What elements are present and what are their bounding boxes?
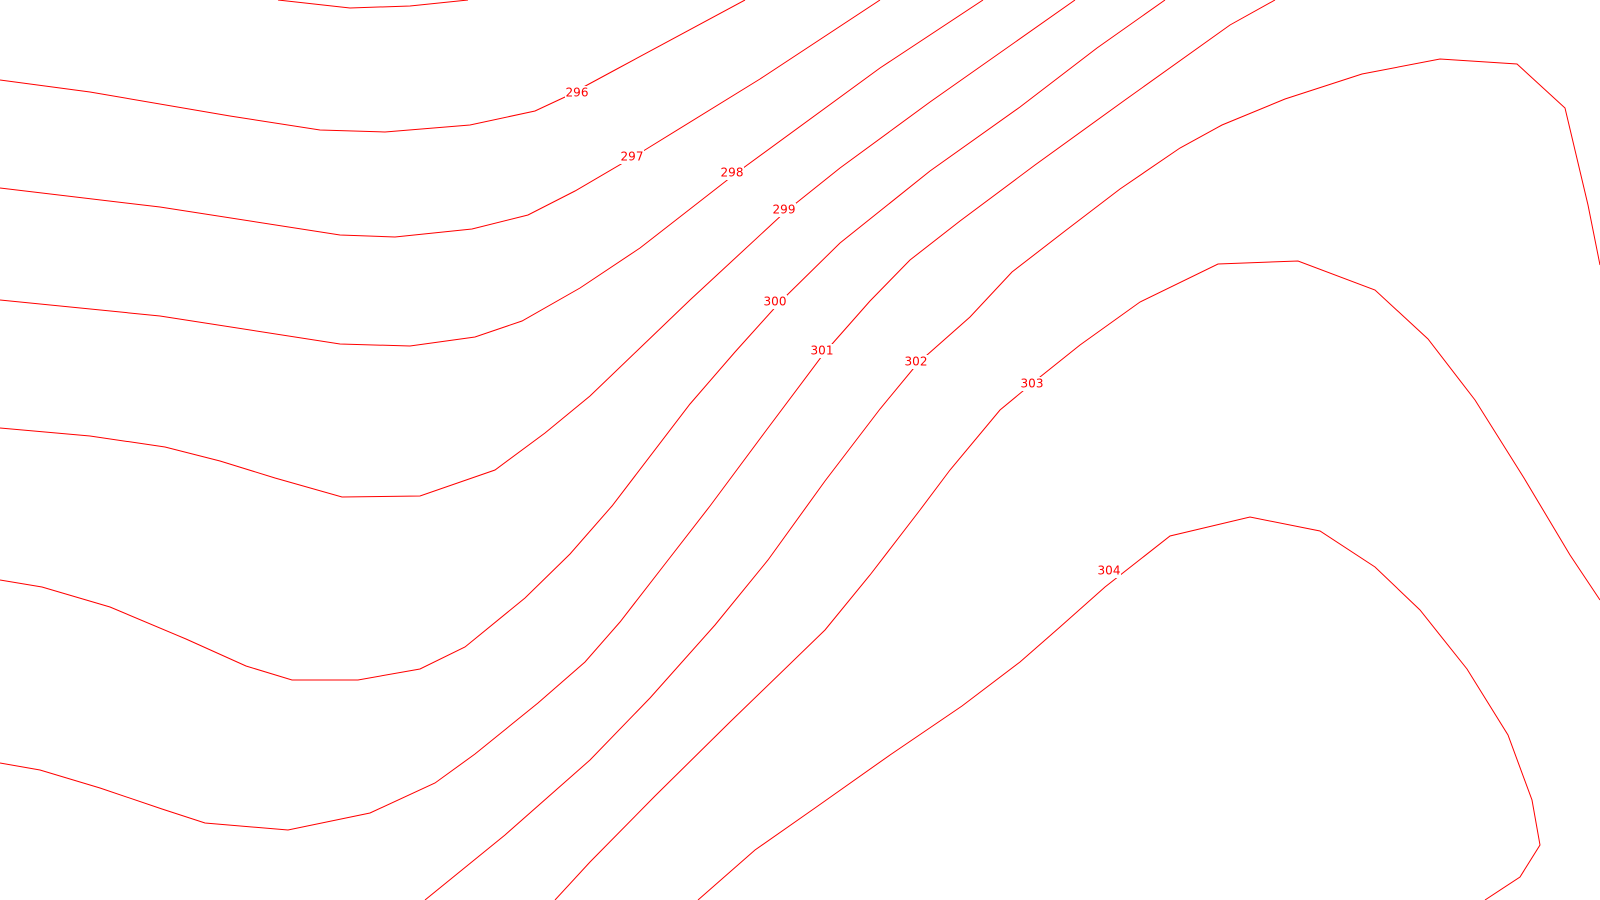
contour-line-top-fragment [277,0,469,9]
contour-line-303 [554,260,1600,900]
contour-line-301 [0,0,1276,831]
label-302: 302 [904,355,928,369]
contour-line-299 [0,0,1076,498]
label-296-text: 296 [566,86,589,100]
label-304-text: 304 [1098,564,1121,578]
label-301-text: 301 [811,344,834,358]
label-303-text: 303 [1021,377,1044,391]
contour-line-298 [0,0,984,347]
label-304: 304 [1097,564,1121,578]
contour-line-297 [0,0,881,238]
label-299-text: 299 [773,203,796,217]
label-297: 297 [620,150,644,164]
contour-line-300 [0,0,1166,681]
label-303: 303 [1020,377,1044,391]
label-299: 299 [772,203,796,217]
label-298-text: 298 [721,166,744,180]
contour-line-302 [424,58,1600,900]
contour-line-296 [0,0,746,133]
label-297-text: 297 [621,150,644,164]
contour-line-304 [697,516,1541,900]
label-298: 298 [720,166,744,180]
label-302-text: 302 [905,355,928,369]
label-300: 300 [763,295,787,309]
label-300-text: 300 [764,295,787,309]
label-301: 301 [810,344,834,358]
label-296: 296 [565,86,589,100]
